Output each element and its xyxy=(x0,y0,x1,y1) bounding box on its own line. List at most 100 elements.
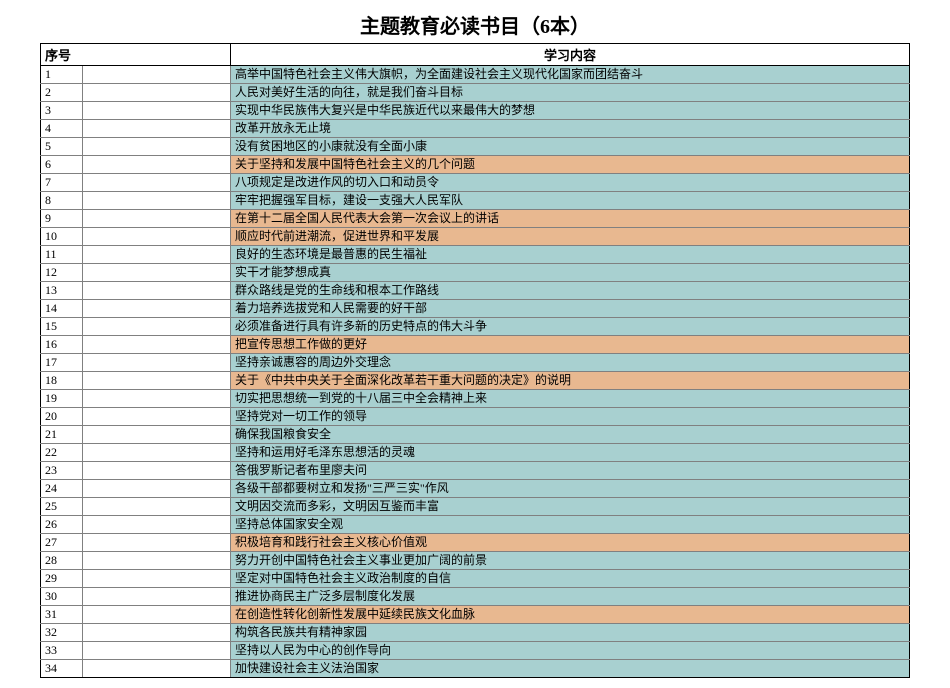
cell-content: 努力开创中国特色社会主义事业更加广阔的前景 xyxy=(231,552,910,570)
cell-blank xyxy=(83,156,231,174)
table-row: 1高举中国特色社会主义伟大旗帜，为全面建设社会主义现代化国家而团结奋斗 xyxy=(41,66,910,84)
cell-blank xyxy=(83,426,231,444)
cell-blank xyxy=(83,354,231,372)
table-row: 30 推进协商民主广泛多层制度化发展 xyxy=(41,588,910,606)
cell-index: 13 xyxy=(41,282,83,300)
table-row: 8牢牢把握强军目标，建设一支强大人民军队 xyxy=(41,192,910,210)
cell-blank xyxy=(83,570,231,588)
cell-index: 11 xyxy=(41,246,83,264)
cell-index: 17 xyxy=(41,354,83,372)
cell-blank xyxy=(83,480,231,498)
table-row: 28 努力开创中国特色社会主义事业更加广阔的前景 xyxy=(41,552,910,570)
cell-blank xyxy=(83,444,231,462)
table-row: 24各级干部都要树立和发扬"三严三实"作风 xyxy=(41,480,910,498)
cell-index: 29 xyxy=(41,570,83,588)
cell-index: 14 xyxy=(41,300,83,318)
cell-content: 高举中国特色社会主义伟大旗帜，为全面建设社会主义现代化国家而团结奋斗 xyxy=(231,66,910,84)
cell-index: 6 xyxy=(41,156,83,174)
cell-index: 8 xyxy=(41,192,83,210)
cell-index: 18 xyxy=(41,372,83,390)
table-row: 19切实把思想统一到党的十八届三中全会精神上来 xyxy=(41,390,910,408)
cell-blank xyxy=(83,498,231,516)
cell-content: 把宣传思想工作做的更好 xyxy=(231,336,910,354)
cell-index: 12 xyxy=(41,264,83,282)
cell-blank xyxy=(83,102,231,120)
cell-blank xyxy=(83,552,231,570)
cell-index: 31 xyxy=(41,606,83,624)
table-row: 13 群众路线是党的生命线和根本工作路线 xyxy=(41,282,910,300)
cell-index: 22 xyxy=(41,444,83,462)
table-row: 15 必须准备进行具有许多新的历史特点的伟大斗争 xyxy=(41,318,910,336)
table-row: 2人民对美好生活的向往，就是我们奋斗目标 xyxy=(41,84,910,102)
cell-blank xyxy=(83,390,231,408)
table-row: 14 着力培养选拔党和人民需要的好干部 xyxy=(41,300,910,318)
table-row: 3实现中华民族伟大复兴是中华民族近代以来最伟大的梦想 xyxy=(41,102,910,120)
cell-content: 文明因交流而多彩，文明因互鉴而丰富 xyxy=(231,498,910,516)
cell-index: 21 xyxy=(41,426,83,444)
table-row: 7 八项规定是改进作风的切入口和动员令 xyxy=(41,174,910,192)
cell-index: 34 xyxy=(41,660,83,678)
cell-content: 坚定对中国特色社会主义政治制度的自信 xyxy=(231,570,910,588)
cell-content: 八项规定是改进作风的切入口和动员令 xyxy=(231,174,910,192)
cell-blank xyxy=(83,192,231,210)
cell-content: 必须准备进行具有许多新的历史特点的伟大斗争 xyxy=(231,318,910,336)
cell-index: 10 xyxy=(41,228,83,246)
cell-index: 26 xyxy=(41,516,83,534)
cell-blank xyxy=(83,534,231,552)
cell-blank xyxy=(83,300,231,318)
cell-index: 30 xyxy=(41,588,83,606)
table-row: 22坚持和运用好毛泽东思想活的灵魂 xyxy=(41,444,910,462)
cell-blank xyxy=(83,120,231,138)
cell-blank xyxy=(83,84,231,102)
table-row: 17坚持亲诚惠容的周边外交理念 xyxy=(41,354,910,372)
table-row: 23 答俄罗斯记者布里廖夫问 xyxy=(41,462,910,480)
table-header-row: 序号 学习内容 xyxy=(41,44,910,66)
cell-blank xyxy=(83,174,231,192)
cell-index: 19 xyxy=(41,390,83,408)
table-row: 12实干才能梦想成真 xyxy=(41,264,910,282)
reading-list-table: 序号 学习内容 1高举中国特色社会主义伟大旗帜，为全面建设社会主义现代化国家而团… xyxy=(40,43,910,678)
cell-index: 15 xyxy=(41,318,83,336)
table-row: 25文明因交流而多彩，文明因互鉴而丰富 xyxy=(41,498,910,516)
cell-content: 坚持以人民为中心的创作导向 xyxy=(231,642,910,660)
cell-blank xyxy=(83,210,231,228)
cell-blank xyxy=(83,462,231,480)
table-row: 16把宣传思想工作做的更好 xyxy=(41,336,910,354)
cell-blank xyxy=(83,660,231,678)
cell-content: 推进协商民主广泛多层制度化发展 xyxy=(231,588,910,606)
cell-content: 加快建设社会主义法治国家 xyxy=(231,660,910,678)
cell-index: 9 xyxy=(41,210,83,228)
column-header-index: 序号 xyxy=(41,44,231,66)
cell-blank xyxy=(83,408,231,426)
cell-index: 28 xyxy=(41,552,83,570)
table-row: 32构筑各民族共有精神家园 xyxy=(41,624,910,642)
cell-content: 坚持党对一切工作的领导 xyxy=(231,408,910,426)
cell-blank xyxy=(83,66,231,84)
cell-content: 着力培养选拔党和人民需要的好干部 xyxy=(231,300,910,318)
cell-content: 各级干部都要树立和发扬"三严三实"作风 xyxy=(231,480,910,498)
cell-content: 关于坚持和发展中国特色社会主义的几个问题 xyxy=(231,156,910,174)
cell-content: 在第十二届全国人民代表大会第一次会议上的讲话 xyxy=(231,210,910,228)
cell-blank xyxy=(83,624,231,642)
page-title: 主题教育必读书目（6本） xyxy=(40,10,910,39)
cell-content: 没有贫困地区的小康就没有全面小康 xyxy=(231,138,910,156)
table-row: 20坚持党对一切工作的领导 xyxy=(41,408,910,426)
cell-index: 23 xyxy=(41,462,83,480)
cell-content: 群众路线是党的生命线和根本工作路线 xyxy=(231,282,910,300)
table-row: 21 确保我国粮食安全 xyxy=(41,426,910,444)
cell-index: 33 xyxy=(41,642,83,660)
cell-blank xyxy=(83,228,231,246)
cell-index: 27 xyxy=(41,534,83,552)
table-row: 4改革开放永无止境 xyxy=(41,120,910,138)
cell-index: 7 xyxy=(41,174,83,192)
table-row: 5没有贫困地区的小康就没有全面小康 xyxy=(41,138,910,156)
cell-index: 4 xyxy=(41,120,83,138)
cell-blank xyxy=(83,606,231,624)
cell-blank xyxy=(83,318,231,336)
cell-content: 良好的生态环境是最普惠的民生福祉 xyxy=(231,246,910,264)
cell-content: 确保我国粮食安全 xyxy=(231,426,910,444)
cell-content: 构筑各民族共有精神家园 xyxy=(231,624,910,642)
cell-blank xyxy=(83,588,231,606)
cell-content: 答俄罗斯记者布里廖夫问 xyxy=(231,462,910,480)
cell-content: 实现中华民族伟大复兴是中华民族近代以来最伟大的梦想 xyxy=(231,102,910,120)
